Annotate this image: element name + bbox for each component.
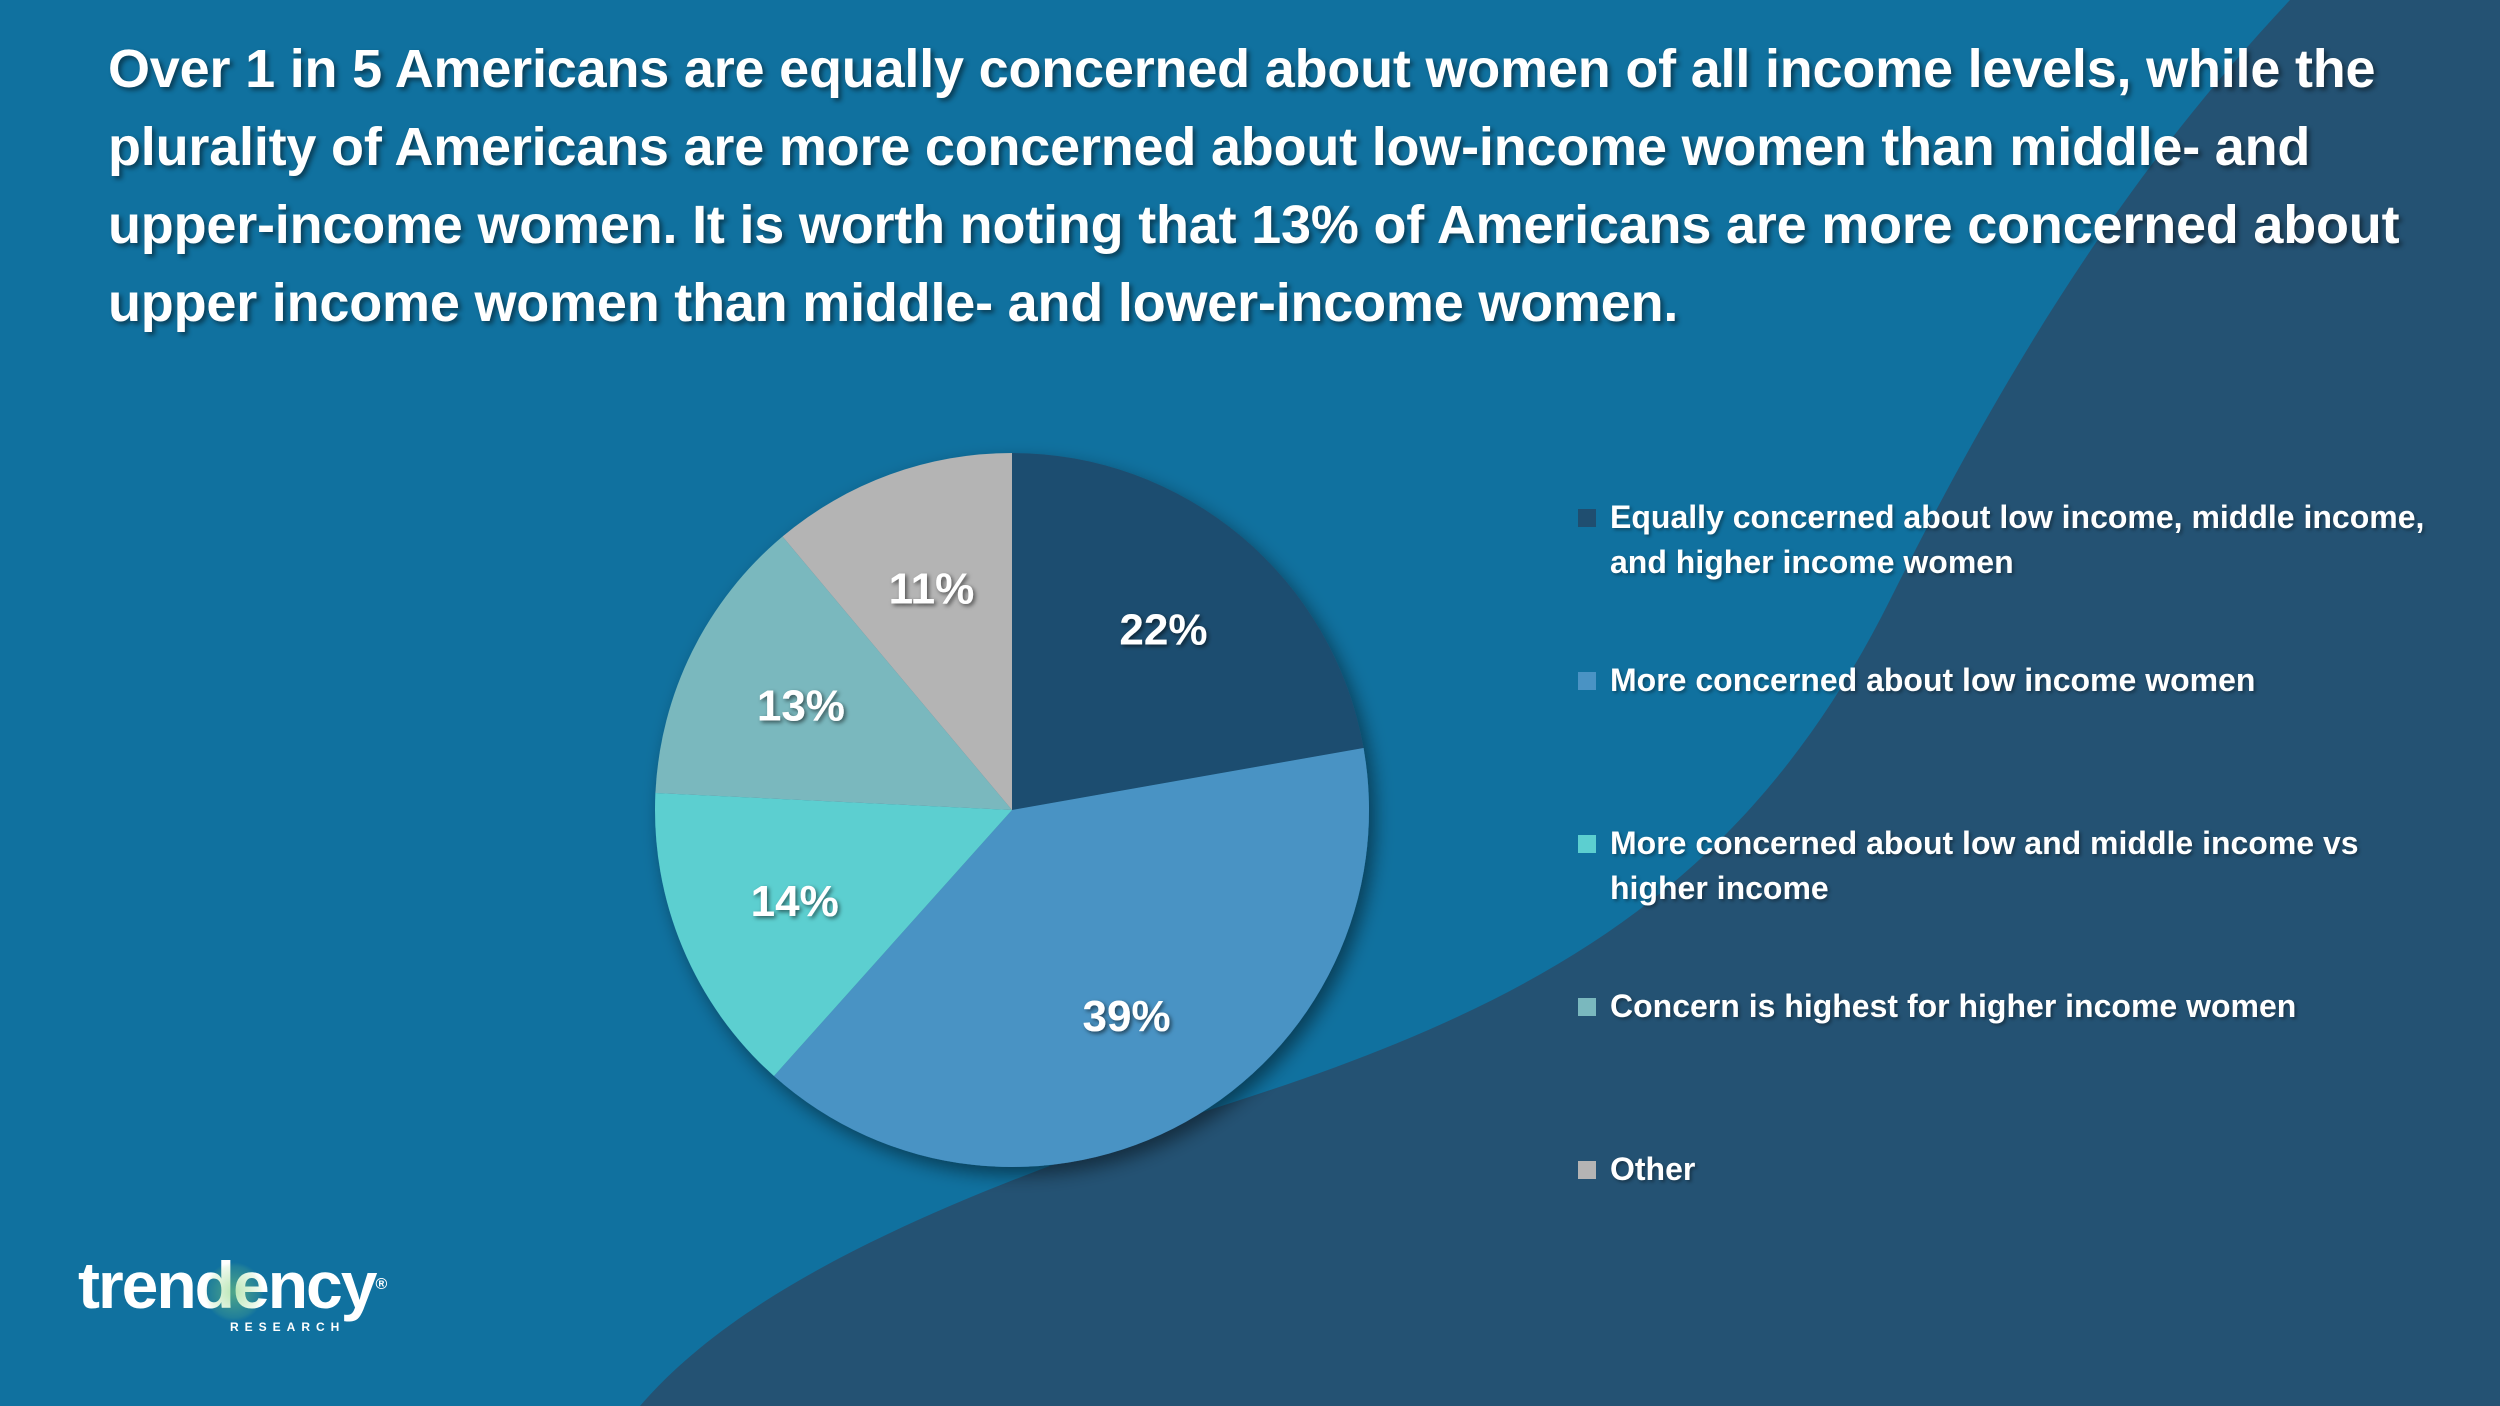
legend-swatch xyxy=(1578,1161,1596,1179)
pie-data-label-2: 39% xyxy=(1083,992,1171,1041)
legend-swatch xyxy=(1578,672,1596,690)
legend-swatch xyxy=(1578,998,1596,1016)
pie-slice-5 xyxy=(782,453,1012,810)
pie-slice-2 xyxy=(773,748,1369,1167)
legend-swatch xyxy=(1578,509,1596,527)
pie-slice-3 xyxy=(655,793,1012,1077)
legend-item-5: Other xyxy=(1578,1147,2438,1192)
pie-slice-4 xyxy=(655,536,1012,810)
legend-item-3: More concerned about low and middle inco… xyxy=(1578,821,2438,911)
legend-label: More concerned about low and middle inco… xyxy=(1610,825,2359,906)
logo-subtitle: RESEARCH xyxy=(230,1320,346,1334)
legend-item-1: Equally concerned about low income, midd… xyxy=(1578,495,2438,585)
legend-label: Concern is highest for higher income wom… xyxy=(1610,988,2297,1024)
pie-slice-1 xyxy=(1012,453,1364,810)
pie-chart: 22% 39% 14% 13% 11% xyxy=(655,453,1369,1167)
legend-label: More concerned about low income women xyxy=(1610,662,2256,698)
legend-label: Equally concerned about low income, midd… xyxy=(1610,499,2425,580)
legend-swatch xyxy=(1578,835,1596,853)
legend-item-2: More concerned about low income women xyxy=(1578,658,2438,703)
pie-data-label-4: 13% xyxy=(757,681,845,730)
trendency-logo: trendency® RESEARCH xyxy=(78,1250,387,1334)
pie-data-label-3: 14% xyxy=(751,877,839,926)
logo-dots-graphic xyxy=(204,1262,264,1322)
logo-registered-mark: ® xyxy=(375,1276,387,1293)
background-wave xyxy=(640,0,2500,1406)
legend-item-4: Concern is highest for higher income wom… xyxy=(1578,984,2438,1029)
legend-label: Other xyxy=(1610,1151,1696,1187)
slide-title: Over 1 in 5 Americans are equally concer… xyxy=(108,39,2400,333)
pie-data-label-1: 22% xyxy=(1119,606,1207,655)
pie-data-label-5: 11% xyxy=(889,565,975,614)
